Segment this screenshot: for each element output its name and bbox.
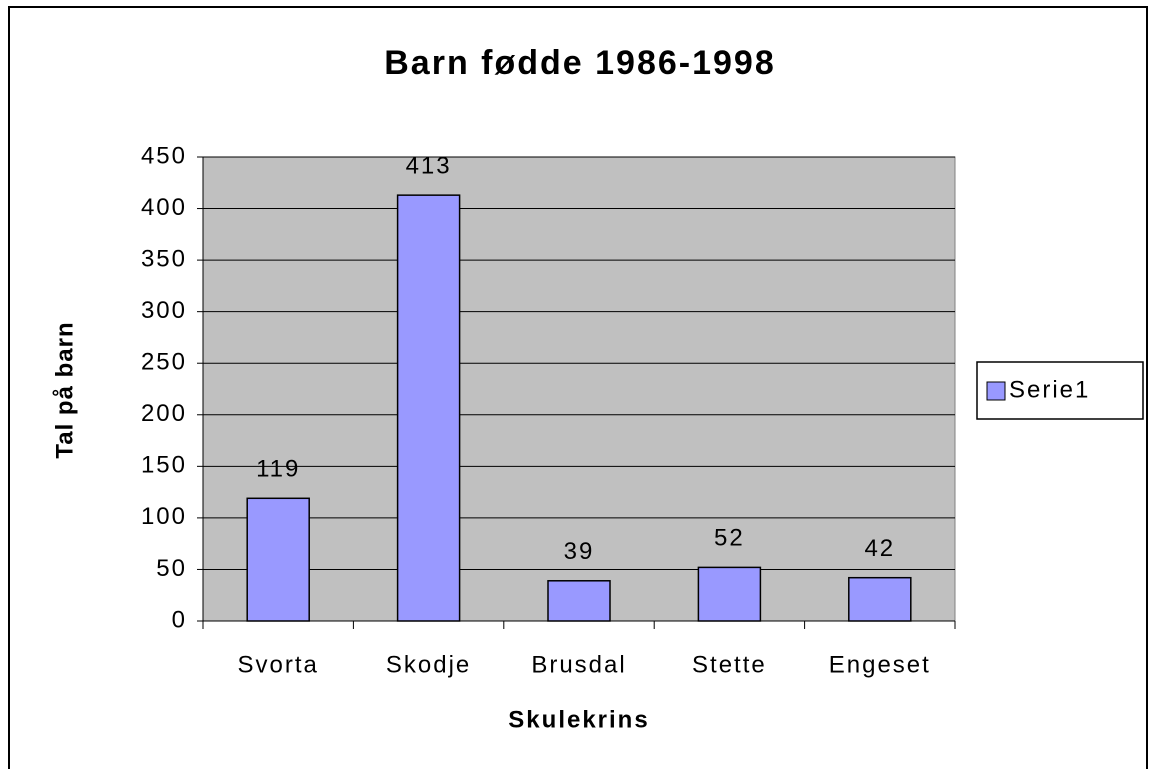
x-tick-label: Svorta [238,651,319,678]
y-tick-label: 250 [141,349,187,376]
data-label: 119 [256,456,300,483]
y-tick-label: 0 [172,606,187,633]
chart-title: Barn fødde 1986-1998 [384,44,776,82]
bar [547,580,611,622]
y-tick-label: 50 [156,555,187,582]
x-tick-label: Engeset [829,651,931,678]
y-tick-label: 150 [141,452,187,479]
plot-area [202,156,956,622]
y-axis-label: Tal på barn [51,321,78,458]
x-axis-label: Skulekrins [508,706,649,733]
data-label: 52 [714,525,745,552]
y-tick-label: 100 [141,503,187,530]
x-tick-label: Brusdal [531,651,626,678]
y-tick-label: 300 [141,297,187,324]
data-label: 39 [564,538,595,565]
y-tick-label: 350 [141,245,187,272]
bar [396,194,461,622]
legend-label: Serie1 [1009,376,1090,403]
x-tick-label: Skodje [386,651,471,678]
data-label: 42 [864,535,895,562]
bar [697,566,762,622]
y-tick-label: 400 [141,194,187,221]
bar [848,576,912,622]
y-tick-label: 450 [141,142,187,169]
bar [246,497,310,622]
legend-swatch [986,381,1006,401]
data-label: 413 [406,152,452,179]
x-tick-label: Stette [692,651,767,678]
y-tick-label: 200 [141,400,187,427]
